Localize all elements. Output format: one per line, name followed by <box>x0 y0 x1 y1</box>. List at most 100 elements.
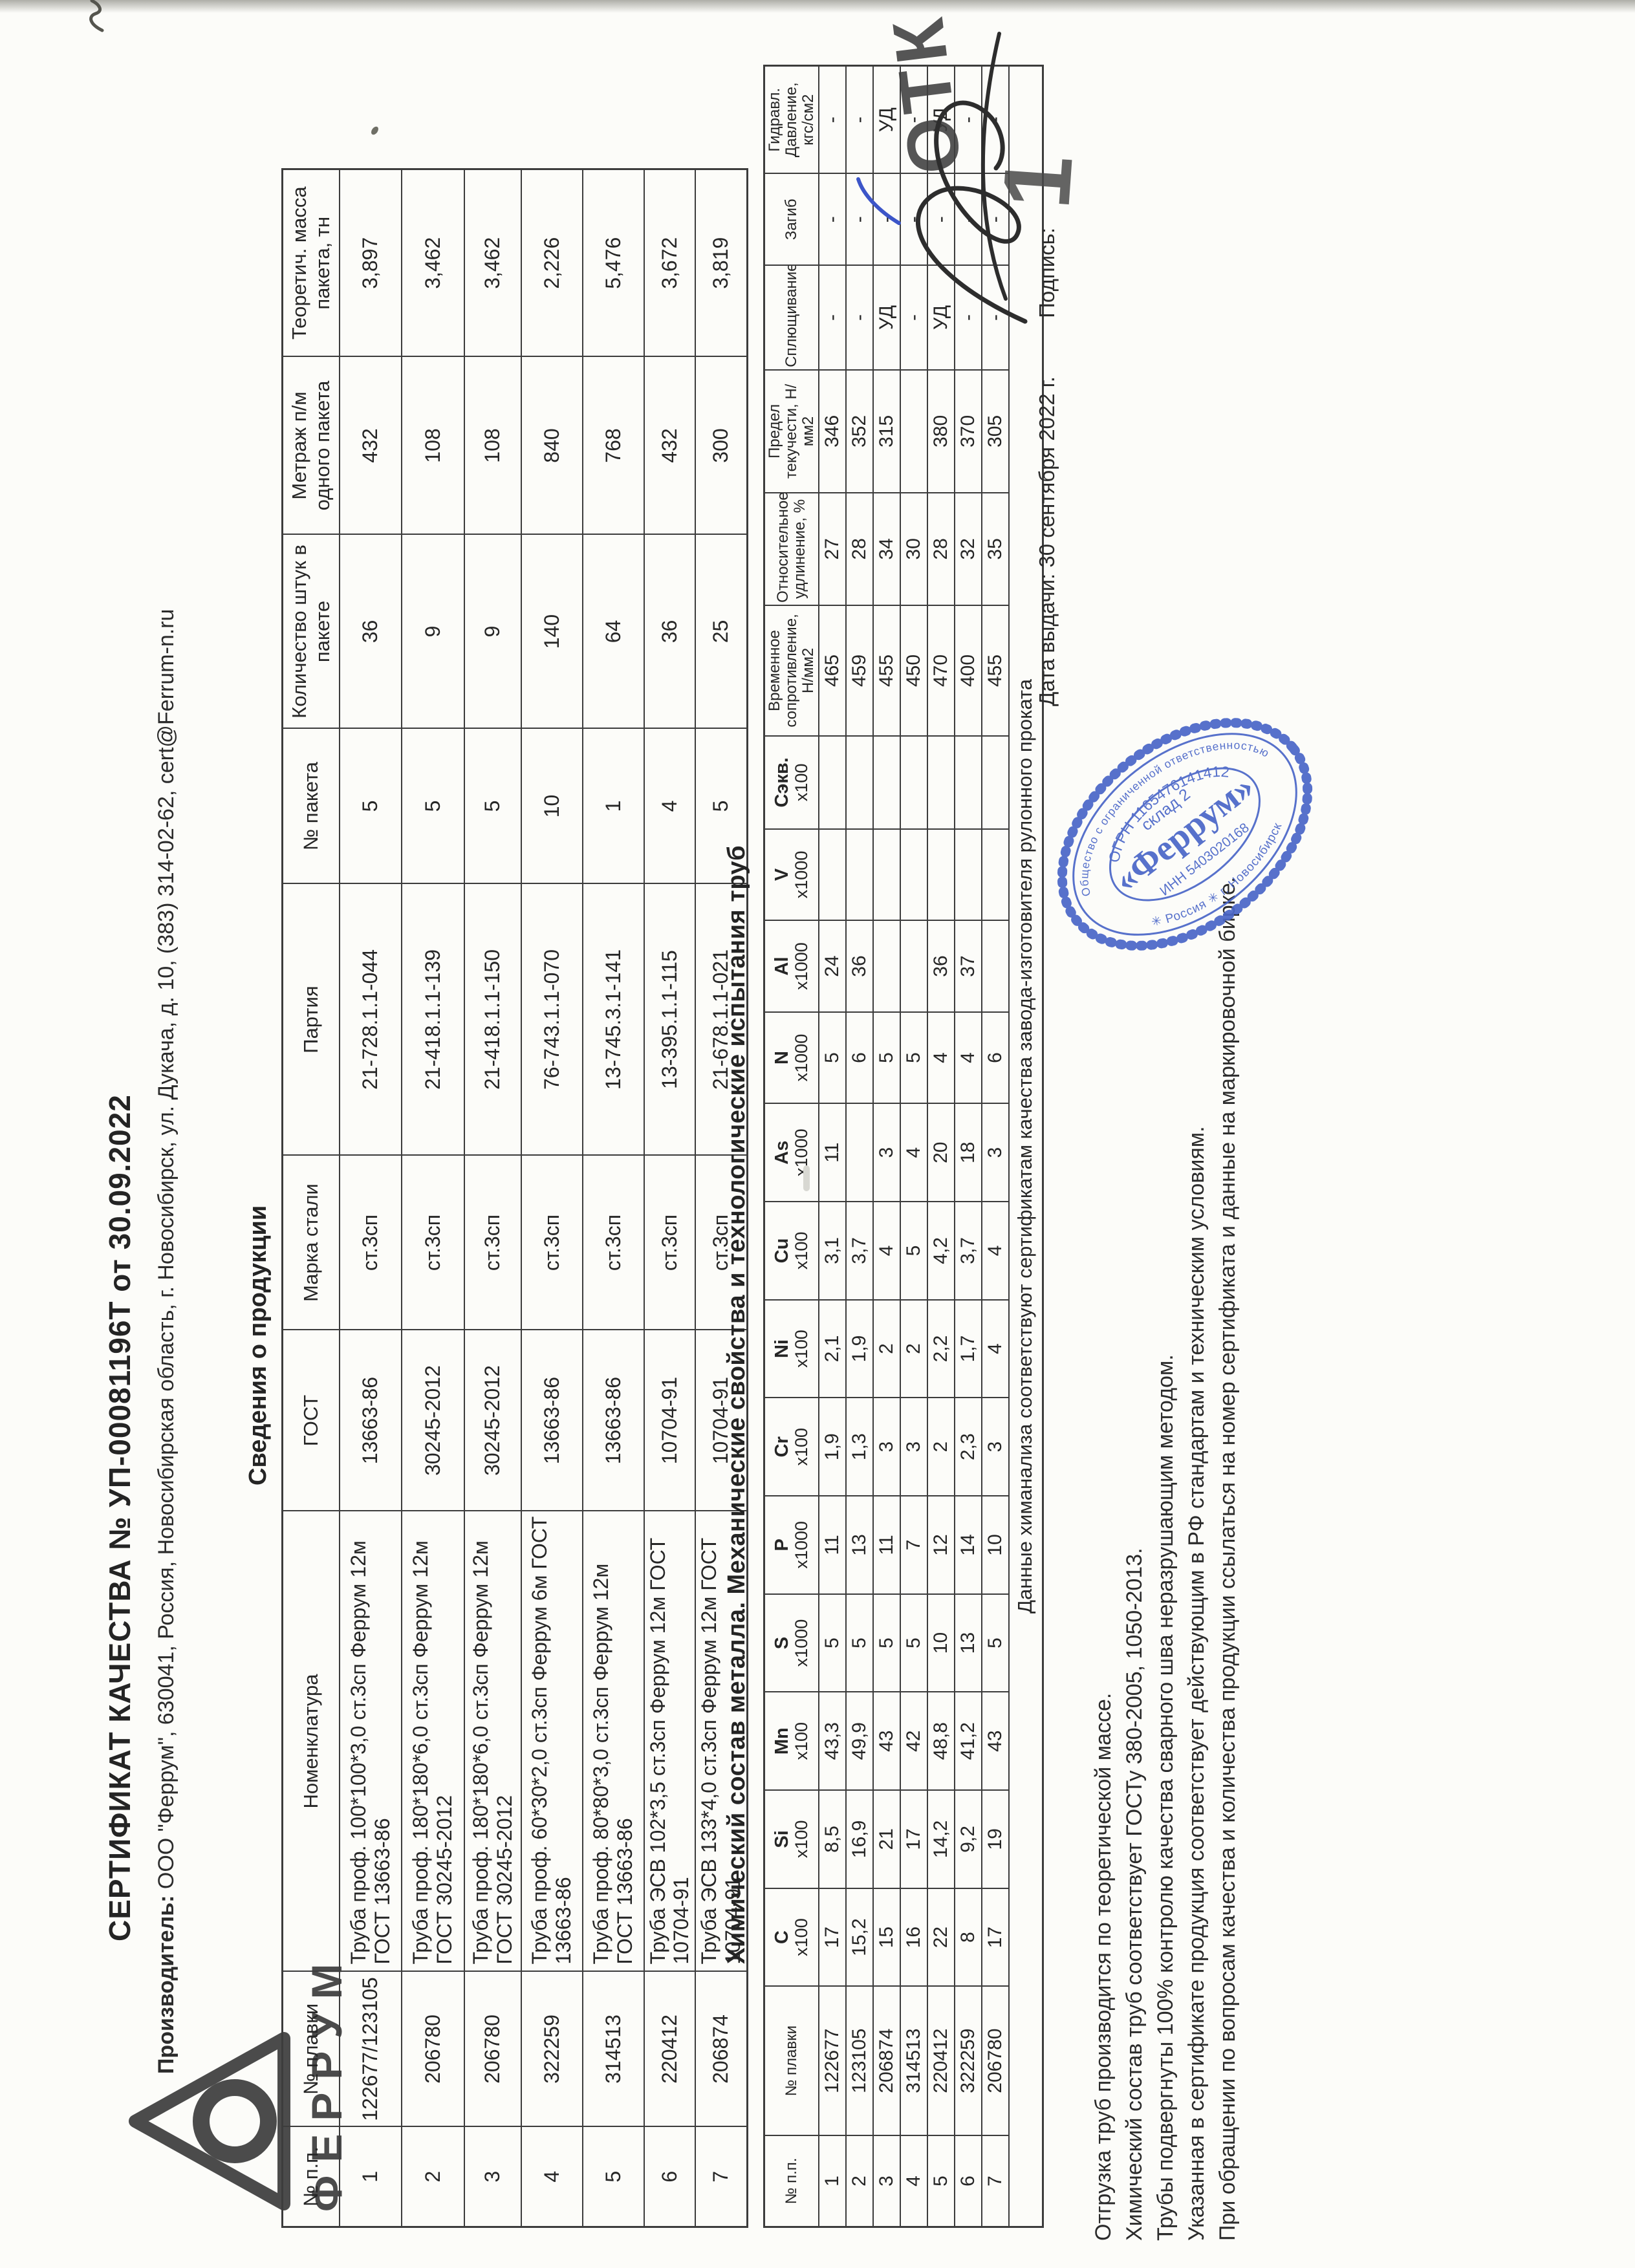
column-header: As х1000 <box>764 1103 819 1202</box>
header-multiplier: х100 <box>791 1427 811 1466</box>
table-cell: 5 <box>981 1593 1009 1692</box>
table-cell: 455 <box>981 605 1009 737</box>
column-header: № пакета <box>282 728 340 884</box>
header-multiplier: х100 <box>791 1722 811 1760</box>
column-header: Cr х100 <box>764 1398 819 1496</box>
table-cell: 25 <box>695 534 748 729</box>
table-cell: Труба проф. 60*30*2,0 ст.3сп Феррум 6м Г… <box>521 1511 583 1972</box>
table-cell: 19 <box>981 1790 1009 1888</box>
table-cell: 3,672 <box>644 169 696 357</box>
table-cell <box>818 736 846 829</box>
table-cell: 4 <box>981 1299 1009 1398</box>
table-cell: 34 <box>872 492 900 605</box>
table-cell: 13663-86 <box>521 1330 583 1511</box>
table-cell: 21-728.1.1-044 <box>339 883 402 1156</box>
table-cell: 206874 <box>872 1986 900 2135</box>
section-title-products: Сведения о продукции <box>244 1205 272 1485</box>
header-multiplier: х100 <box>791 1820 811 1859</box>
header-symbol: P <box>771 1539 792 1551</box>
table-cell: 768 <box>582 356 644 535</box>
table-row: 2 206780 Труба проф. 180*180*6,0 ст.3сп Фе… <box>401 169 464 2227</box>
header-symbol: As <box>771 1140 792 1165</box>
footer-note-line: Отгрузка труб производится по теоретичес… <box>1091 1692 1116 2241</box>
table-cell: 450 <box>900 605 927 737</box>
table-cell: 43,3 <box>818 1692 846 1791</box>
column-header: Cu х100 <box>764 1202 819 1300</box>
table-cell: 41,2 <box>954 1692 982 1791</box>
column-header: Метраж п/м одного пакета <box>282 356 340 535</box>
table-cell <box>927 736 955 829</box>
table-cell: ст.3сп <box>401 1155 464 1330</box>
table-cell: 1 <box>582 728 644 884</box>
table-cell: 206874 <box>695 1971 748 2127</box>
table-row: 6 220412 Труба ЭСВ 102*3,5 ст.3сп Феррум 1… <box>644 169 696 2227</box>
header-symbol: Ni <box>771 1339 792 1359</box>
table-cell: 22 <box>927 1888 955 1987</box>
table-cell: - <box>818 65 846 174</box>
table-cell: 11 <box>818 1103 846 1202</box>
table-cell <box>872 920 900 1012</box>
footer-note-line: При обращении по вопросам качества и кол… <box>1215 876 1240 2241</box>
table-cell: Труба проф. 180*180*6,0 ст.3сп Феррум 12… <box>464 1511 521 1972</box>
table-cell <box>954 736 982 829</box>
table-cell: 18 <box>954 1103 982 1202</box>
column-header: Mn х100 <box>764 1692 819 1791</box>
table-cell: 6 <box>954 2135 982 2227</box>
table-cell <box>818 828 846 921</box>
table-cell: 2 <box>872 1299 900 1398</box>
header-symbol: S <box>771 1636 792 1650</box>
section-title-chemistry: Химический состав металла. Механические … <box>723 845 750 1964</box>
table-cell: 64 <box>582 534 644 729</box>
table-cell: 30245-2012 <box>464 1330 521 1511</box>
table-cell: 455 <box>872 605 900 737</box>
table-cell: 314513 <box>582 1971 644 2127</box>
table-cell: 5 <box>818 1011 846 1104</box>
table-cell: 3 <box>872 1398 900 1496</box>
pen-mark-icon <box>856 177 901 225</box>
company-stamp-group: Общество с ограниченной ответственностью… <box>1043 700 1313 951</box>
table-cell: Труба ЭСВ 102*3,5 ст.3сп Феррум 12м ГОСТ… <box>644 1511 696 1972</box>
table-cell: 36 <box>927 920 955 1012</box>
table-row: 3 206780 Труба проф. 180*180*6,0 ст.3сп Фе… <box>464 169 521 2227</box>
producer-text: ООО "Феррум", 630041, Россия, Новосибирс… <box>154 609 179 1890</box>
ferrum-logo: ФЕРРУМ <box>126 1888 351 2212</box>
table-cell: 20 <box>927 1103 955 1202</box>
header-multiplier: х100 <box>791 1330 811 1368</box>
table-cell: 9 <box>401 534 464 729</box>
header-multiplier: х1000 <box>791 1521 811 1569</box>
header-multiplier: х1000 <box>791 850 811 899</box>
table-cell: 206780 <box>981 1986 1009 2135</box>
table-cell: 3 <box>981 1103 1009 1202</box>
table-cell: 322259 <box>954 1986 982 2135</box>
table-cell: 432 <box>339 356 402 535</box>
table-cell: 30245-2012 <box>401 1330 464 1511</box>
column-header: № п.п. <box>764 2135 819 2227</box>
table-cell: 220412 <box>644 1971 696 2127</box>
table-cell: 5 <box>872 1593 900 1692</box>
table-cell: Труба проф. 180*180*6,0 ст.3сп Феррум 12… <box>401 1511 464 1972</box>
table-cell: 43 <box>872 1692 900 1791</box>
header-multiplier: х100 <box>791 763 811 802</box>
column-header: № плавки <box>282 1971 340 2127</box>
table-cell: 24 <box>818 920 846 1012</box>
table-cell: 3,462 <box>464 169 521 357</box>
table-row: 1 122677 17 8,5 43,3 5 11 1,9 2,1 3,1 11 5 24 465 27 34… <box>818 65 846 2227</box>
table-cell: 3,7 <box>954 1202 982 1300</box>
table-cell: 21 <box>872 1790 900 1888</box>
table-cell: 3,897 <box>339 169 402 357</box>
table-cell: 21-418.1.1-139 <box>401 883 464 1156</box>
header-symbol: N <box>771 1051 792 1065</box>
column-header: ГОСТ <box>282 1330 340 1511</box>
table-cell: 11 <box>872 1496 900 1594</box>
table-cell: 28 <box>845 492 873 605</box>
table-cell: 220412 <box>927 1986 955 2135</box>
table-cell: 17 <box>900 1790 927 1888</box>
table-row: 3 206874 15 21 43 5 11 3 2 4 3 5 455 34 315 УД - УД <box>872 65 900 2227</box>
table-cell: 3,819 <box>695 169 748 357</box>
table-cell: 36 <box>339 534 402 729</box>
table-cell: 5,476 <box>582 169 644 357</box>
